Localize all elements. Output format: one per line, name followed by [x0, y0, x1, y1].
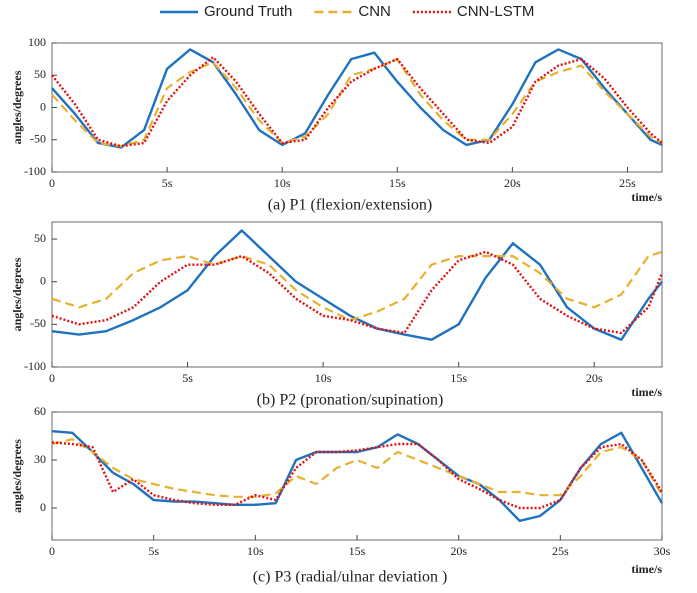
y-tick-label: -100 [24, 359, 46, 373]
chart-caption: (c) P3 (radial/ulnar deviation ) [253, 569, 448, 586]
y-axis-label: angles/degrees [10, 257, 24, 331]
x-tick-label: 15s [450, 371, 467, 385]
series-line [51, 48, 663, 149]
legend-label: CNN-LSTM [457, 3, 535, 20]
x-tick-label: 5s [162, 176, 173, 190]
x-tick-label: 0 [49, 176, 55, 190]
x-tick-label: 10s [315, 371, 332, 385]
series-line [51, 58, 663, 148]
plot-frame [51, 42, 663, 173]
x-tick-label: 0 [49, 371, 55, 385]
y-tick-label: -50 [30, 316, 46, 330]
x-tick-label: 15s [349, 544, 366, 558]
series-line [51, 441, 664, 510]
x-axis-label: time/s [631, 385, 662, 399]
series-line [51, 55, 663, 148]
series-line [51, 438, 663, 498]
y-tick-label: 30 [34, 452, 46, 466]
legend-label: Ground Truth [204, 3, 292, 20]
y-tick-label: -50 [30, 132, 46, 146]
plot-frame [51, 411, 663, 541]
x-tick-label: 10s [274, 176, 291, 190]
x-tick-label: 20s [586, 371, 603, 385]
x-tick-label: 10s [247, 544, 264, 558]
x-tick-label: 5s [182, 371, 193, 385]
y-tick-label: -100 [24, 164, 46, 178]
y-tick-label: 60 [34, 404, 46, 418]
series-line [51, 229, 663, 341]
x-tick-label: 20s [450, 544, 467, 558]
x-tick-label: 25s [552, 544, 569, 558]
x-tick-label: 0 [49, 544, 55, 558]
y-tick-label: 0 [40, 99, 46, 113]
series-line [51, 430, 664, 522]
y-tick-label: 0 [40, 500, 46, 514]
x-tick-label: 20s [504, 176, 521, 190]
x-tick-label: 5s [148, 544, 159, 558]
y-tick-label: 100 [28, 35, 46, 49]
series-line [51, 250, 663, 322]
x-axis-label: time/s [631, 190, 662, 204]
y-tick-label: 0 [40, 273, 46, 287]
chart-caption: (a) P1 (flexion/extension) [268, 197, 432, 214]
y-tick-label: 50 [34, 67, 46, 81]
chart-caption: (b) P2 (pronation/supination) [257, 392, 444, 409]
x-tick-label: 30s [654, 544, 671, 558]
y-tick-label: 50 [34, 231, 46, 245]
x-axis-label: time/s [631, 562, 662, 576]
y-axis-label: angles/degrees [10, 70, 24, 144]
y-axis-label: angles/degrees [10, 439, 24, 513]
plot-frame [51, 221, 663, 368]
legend-label: CNN [358, 3, 391, 20]
x-tick-label: 25s [619, 176, 636, 190]
series-line [51, 250, 664, 335]
x-tick-label: 15s [389, 176, 406, 190]
